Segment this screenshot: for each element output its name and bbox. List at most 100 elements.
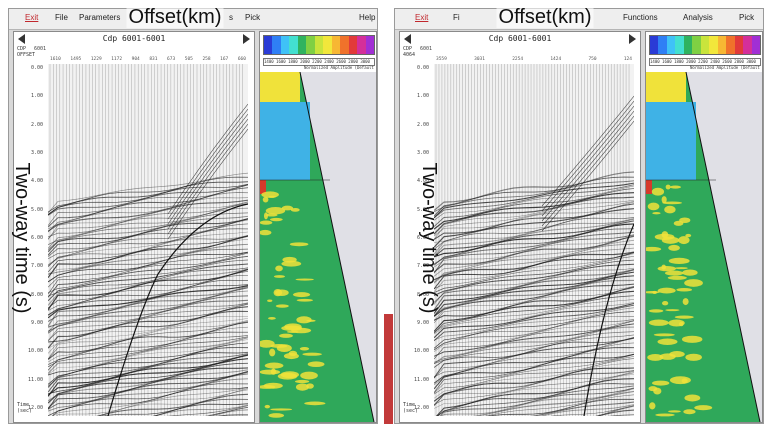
velocity-semblance-panel: 1400 1600 1800 2000 2200 2400 2600 2800 … bbox=[645, 31, 763, 423]
menu-pick[interactable]: Pick bbox=[245, 13, 261, 22]
cdp-value: 6001 bbox=[34, 46, 47, 52]
color-swatch bbox=[683, 36, 693, 54]
offset-value: 124 bbox=[623, 57, 632, 62]
previous-arrow-icon[interactable] bbox=[18, 34, 25, 44]
semblance-yellow-blobs bbox=[646, 184, 713, 417]
color-swatch bbox=[675, 36, 684, 54]
offset-value: 3031 bbox=[474, 57, 485, 62]
time-tick-label: 6.00 bbox=[416, 235, 429, 241]
menu-file[interactable]: Fi bbox=[453, 13, 460, 22]
reflection-events bbox=[48, 103, 248, 416]
time-tick-label: 0.00 bbox=[416, 65, 429, 71]
time-tick-label: 10.00 bbox=[413, 348, 429, 355]
next-arrow-icon[interactable] bbox=[629, 34, 636, 44]
offset-value: 1424 bbox=[550, 57, 562, 62]
time-tick-label: 4.00 bbox=[30, 178, 43, 185]
color-swatch bbox=[289, 36, 298, 54]
previous-arrow-icon[interactable] bbox=[404, 34, 411, 44]
offset-axis-label: Offset(km) bbox=[126, 6, 224, 28]
color-swatch bbox=[650, 36, 659, 54]
time-axis: 0.00 1.00 2.00 3.00 4.00 5.00 6.00 7.00 8.00 9.00… bbox=[400, 64, 432, 416]
offset-axis-label: Offset(km) bbox=[496, 6, 594, 28]
offset-value: 660 bbox=[237, 57, 246, 62]
offset-value: 3559 bbox=[436, 57, 447, 62]
color-swatch bbox=[314, 36, 324, 54]
time-tick-label: 2.00 bbox=[416, 121, 429, 128]
offset-header-row: 1610 1495 1229 1172 904 831 673 505 258 167 660 bbox=[50, 57, 246, 62]
color-swatch bbox=[658, 36, 667, 54]
offset-value: 831 bbox=[149, 57, 158, 62]
cdp-value: 6001 bbox=[420, 46, 433, 52]
offset-value: 1610 bbox=[50, 57, 61, 62]
semblance-peak bbox=[260, 180, 266, 194]
velocity-semblance-plot[interactable] bbox=[646, 72, 762, 422]
time-tick-label: 9.00 bbox=[416, 320, 429, 326]
seismic-gather-panel: Cdp 6001-6001 CDP 6001 OFFSET 1610 1495 12… bbox=[13, 31, 255, 423]
menu-exit[interactable]: Exit bbox=[415, 13, 429, 22]
time-unit-label: Time (sec) bbox=[17, 402, 32, 414]
menu-item[interactable]: s bbox=[229, 13, 233, 22]
time-tick-label: 3.00 bbox=[30, 150, 43, 156]
cdp-label: CDP bbox=[403, 46, 413, 52]
seismic-traces-plot[interactable] bbox=[48, 64, 248, 416]
color-swatch bbox=[357, 36, 366, 54]
time-unit-sec: (sec) bbox=[17, 408, 33, 414]
menu-parameters[interactable]: Parameters bbox=[79, 13, 121, 22]
seismic-traces-plot[interactable] bbox=[434, 64, 634, 416]
time-tick-label: 6.00 bbox=[30, 235, 43, 241]
color-swatch bbox=[700, 36, 710, 54]
velocity-semblance-panel: 1400 1600 1800 2000 2200 2400 2600 2800 … bbox=[259, 31, 377, 423]
color-swatch bbox=[365, 36, 375, 54]
time-tick-label: 7.00 bbox=[30, 263, 43, 270]
menu-pick[interactable]: Pick bbox=[739, 13, 755, 22]
menu-functions[interactable]: Functions bbox=[623, 13, 658, 22]
time-tick-label: 0.00 bbox=[30, 65, 43, 71]
semblance-cyan-zone bbox=[646, 102, 696, 180]
offset-value: 904 bbox=[131, 57, 140, 62]
color-swatch bbox=[717, 36, 727, 54]
time-tick-label: 3.00 bbox=[416, 150, 429, 156]
color-swatch bbox=[348, 36, 358, 54]
velocity-header: Normalized Amplitude (Default) 95 bbox=[690, 65, 760, 70]
velocity-ruler: 1400 1600 1800 2000 2200 2400 2600 2800 … bbox=[649, 58, 761, 66]
offset-value: 750 bbox=[588, 57, 597, 62]
side-tab[interactable] bbox=[384, 314, 393, 424]
color-swatch bbox=[272, 36, 281, 54]
color-swatch bbox=[331, 36, 341, 54]
color-swatch bbox=[692, 36, 701, 54]
time-tick-label: 7.00 bbox=[416, 263, 429, 270]
color-swatch bbox=[340, 36, 349, 54]
color-swatch bbox=[709, 36, 718, 54]
semblance-peak bbox=[646, 180, 652, 194]
semblance-window-left: Exit File Parameters s Pick Help Cdp 600… bbox=[8, 8, 378, 424]
offset-value: 2254 bbox=[512, 57, 524, 62]
next-arrow-icon[interactable] bbox=[243, 34, 250, 44]
menu-exit[interactable]: Exit bbox=[25, 13, 39, 22]
velocity-semblance-plot[interactable] bbox=[260, 72, 376, 422]
cdp-title: Cdp 6001-6001 bbox=[102, 34, 166, 43]
time-unit-name: Time bbox=[17, 402, 30, 408]
time-axis: 0.00 1.00 2.00 3.00 4.00 5.00 6.00 7.00 8.00 9.00… bbox=[14, 64, 46, 416]
velocity-header: Normalized Amplitude (Default) 95 bbox=[304, 65, 374, 70]
time-tick-label: 9.00 bbox=[30, 320, 43, 326]
offset-value: 673 bbox=[167, 57, 176, 62]
time-tick-label: 1.00 bbox=[416, 93, 429, 100]
offset-value: 505 bbox=[184, 57, 193, 62]
trace-grid bbox=[49, 64, 243, 416]
semblance-cyan-zone bbox=[260, 102, 310, 180]
color-swatch bbox=[734, 36, 744, 54]
menu-help[interactable]: Help bbox=[359, 13, 376, 22]
color-scale-bar bbox=[263, 35, 375, 55]
time-axis-label: Two-way time (s) bbox=[418, 162, 440, 314]
time-tick-label: 8.00 bbox=[416, 291, 429, 298]
time-tick-label: 10.00 bbox=[27, 348, 43, 355]
color-swatch bbox=[280, 36, 290, 54]
time-tick-label: 12.00 bbox=[413, 405, 429, 411]
time-unit-label: Time (sec) bbox=[403, 402, 418, 414]
time-tick-label: 12.00 bbox=[27, 405, 43, 411]
semblance-top-zone bbox=[646, 72, 686, 102]
menu-file[interactable]: File bbox=[55, 13, 68, 22]
menu-analysis[interactable]: Analysis bbox=[683, 13, 713, 22]
color-scale-bar bbox=[649, 35, 761, 55]
semblance-yellow-blobs bbox=[260, 191, 326, 418]
